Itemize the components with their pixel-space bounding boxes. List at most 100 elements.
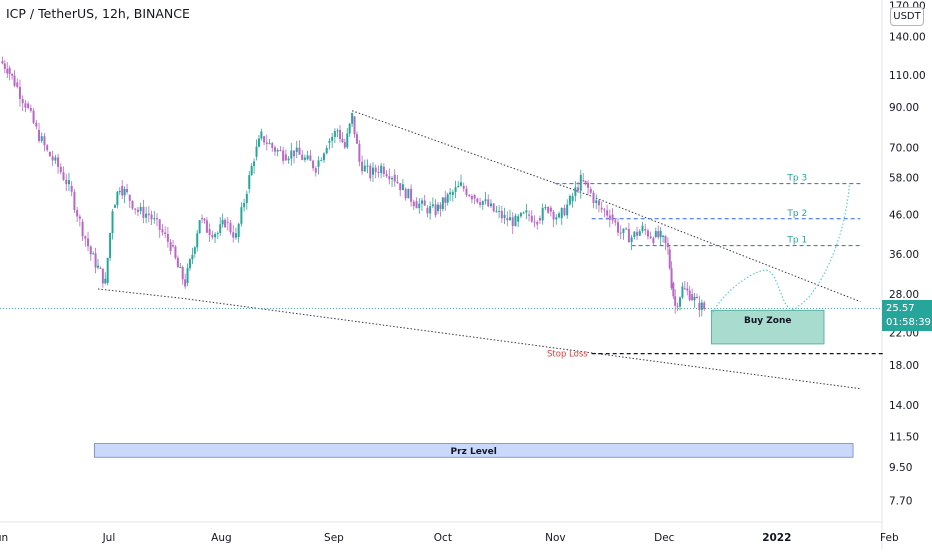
candle-body [377,171,380,174]
candle-body [420,200,423,204]
candle-body [126,188,129,193]
y-tick-label: 140.00 [889,31,926,43]
candle-body [104,278,107,284]
candle-body [248,175,251,189]
candle-body [84,236,87,239]
candle-body [150,214,153,220]
candle-body [240,207,243,224]
candle-body [582,180,585,182]
currency-badge[interactable]: USDT [890,7,924,26]
candle-body [276,149,279,152]
candle-body [325,147,328,154]
x-tick-label: Nov [545,532,566,544]
candle-body [611,214,614,221]
candle-body [630,237,633,243]
target-level-label: Tp 3 [786,174,807,184]
candle-body [454,187,457,192]
candle-body [6,68,9,74]
stop-loss-label: Stop Loss [547,350,588,360]
candle-body [676,305,679,307]
candle-body [186,268,189,283]
candle-body [622,228,625,233]
candle-body [371,167,374,175]
candle-body [48,151,51,157]
candle-body [617,222,620,233]
candle-body [525,210,528,213]
candle-body [355,134,358,144]
candle-body [560,207,563,219]
candle-body [155,218,158,220]
target-level-label: Tp 1 [786,236,807,246]
candle-body [388,176,391,180]
candle-body [579,174,582,191]
candle-body [290,150,293,159]
candle-body [94,253,97,268]
candle-body [234,233,237,238]
candle-body [434,204,437,216]
candle-body [268,143,271,145]
candle-body [226,221,229,223]
candle-body [13,75,16,86]
candle-body [351,113,354,124]
candle-body [536,221,539,225]
candle-body [410,188,413,202]
candle-body [322,153,325,161]
candle-body [587,182,590,188]
candle-body [343,142,346,148]
last-price-tag: 25.57 01:58:39 [882,300,932,331]
candle-body [366,165,369,167]
candle-body [3,63,6,69]
candle-body [465,188,468,196]
candle-body [700,302,703,310]
candle-body [600,207,603,210]
candle-body [649,236,652,239]
candle-body [271,143,274,148]
candle-body [627,228,630,243]
candle-body [147,213,150,216]
candle-body [503,214,506,219]
candle-body [664,235,667,244]
candle-body [652,238,655,244]
candle-body [312,160,315,169]
candle-body [43,136,46,146]
candle-body [597,200,600,206]
y-tick-label: 11.50 [889,431,919,443]
candle-body [426,207,429,214]
candle-body [517,216,520,222]
buy-zone-label: Buy Zone [744,316,792,326]
candle-body [57,157,60,167]
candle-body [172,245,175,247]
candle-body [113,205,116,208]
candle-body [191,254,194,260]
candle-body [662,235,665,237]
candle-body [136,209,139,212]
candle-body [385,174,388,177]
candle-body [479,202,482,205]
candle-body [158,219,161,230]
candle-body [139,206,142,212]
candle-body [614,220,617,223]
candle-body [633,231,636,237]
candle-body [522,212,525,214]
candle-body [27,103,30,109]
candle-body [446,194,449,203]
candle-body [21,98,24,104]
candle-body [462,185,465,189]
candle-body [62,172,65,180]
candle-body [431,204,434,207]
candle-body [619,232,622,234]
candle-body [295,147,298,152]
candle-body [541,207,544,221]
candle-body [514,215,517,227]
candle-body [552,211,555,220]
support-trend-line [97,288,861,390]
candle-body [109,232,112,258]
y-tick-label: 46.00 [889,210,919,222]
candle-body [97,265,100,268]
candle-body [538,218,541,221]
candle-body [457,185,460,188]
candle-body [509,217,512,221]
candle-body [166,233,169,242]
candle-body [606,210,609,216]
